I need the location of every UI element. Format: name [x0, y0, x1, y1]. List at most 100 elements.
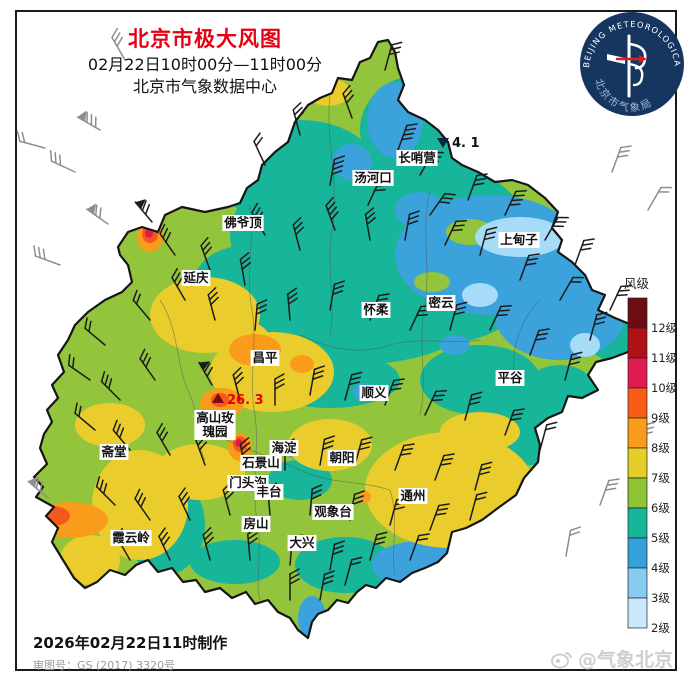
wind-barb-icon	[156, 422, 171, 456]
station-label: 霞云岭	[112, 530, 150, 545]
wind-barb-icon	[74, 402, 96, 431]
wind-barb-icon	[200, 237, 213, 271]
wind-barb-icon	[139, 348, 156, 381]
wind-region-yellow	[365, 432, 535, 548]
wind-barb-icon	[27, 476, 49, 499]
wind-barb-icon	[647, 186, 673, 211]
wind-region-blue	[372, 541, 468, 589]
wind-barb-icon	[344, 556, 363, 586]
station-label: 延庆	[182, 270, 209, 285]
wind-barb-icon	[479, 226, 498, 256]
wind-barb-icon	[289, 568, 300, 601]
wind-barb-icon	[329, 540, 345, 571]
wind-barb-icon	[16, 130, 46, 149]
wind-barb-icon	[559, 276, 585, 301]
wind-region-yellow	[60, 535, 120, 585]
legend-swatch	[627, 597, 648, 629]
wind-barb-icon	[292, 101, 305, 136]
wind-barb-icon	[286, 287, 298, 321]
station-label: 房山	[243, 516, 268, 531]
station-label-bg	[99, 444, 129, 460]
wind-barb-icon	[504, 189, 528, 216]
station-label-bg	[398, 488, 428, 504]
approval-number: 审图号：GS (2017) 3320号	[33, 659, 176, 672]
wind-region-orange	[34, 502, 108, 538]
legend-label: 9级	[651, 411, 670, 425]
station-label-bg	[287, 535, 317, 551]
wind-level-regions	[34, 40, 638, 638]
wind-barb-icon	[95, 475, 116, 506]
wind-region-blue	[440, 335, 470, 355]
wind-barb-icon	[292, 216, 305, 251]
wind-barb-icon	[397, 123, 418, 151]
wind-barb-icon	[369, 531, 388, 561]
wind-barb-icon	[84, 317, 106, 346]
station-label: 长哨营	[398, 150, 436, 165]
beijing-meteorological-service-logo: BEIJING METEOROLOGICAL SERVICE 北京市气象局	[577, 8, 684, 116]
wind-barb-icon	[132, 289, 151, 321]
station-label: 观象台	[314, 504, 352, 519]
station-label: 石景山	[241, 455, 280, 470]
wind-barb-icon	[409, 533, 430, 561]
legend-swatch	[627, 567, 648, 599]
station-label: 顺义	[361, 385, 387, 400]
district-boundary-line	[389, 489, 396, 576]
station-label: 汤河口	[354, 170, 392, 185]
wind-barb-icon	[76, 110, 101, 131]
wind-barb-icon	[611, 145, 632, 173]
legend-label: 12级	[651, 321, 678, 335]
wind-region-teal	[190, 540, 280, 584]
station-label-bg	[222, 215, 264, 231]
wind-barb-icon	[158, 527, 171, 561]
wind-region-teal	[420, 345, 540, 415]
wind-region-green	[414, 272, 450, 292]
wind-barb-icon	[159, 223, 176, 256]
legend-swatch	[627, 507, 648, 539]
wind-barb-icon	[171, 267, 186, 301]
wind-barb-icon	[325, 197, 339, 231]
station-label-bg	[352, 170, 394, 186]
map-border-frame	[15, 10, 677, 671]
wind-barb-icon	[467, 173, 488, 201]
station-label: 佛爷顶	[223, 215, 262, 230]
wind-barb-icon	[344, 371, 363, 401]
beijing-boundary	[32, 38, 640, 640]
district-boundary-line	[299, 334, 481, 351]
wind-region-yellow	[75, 403, 145, 447]
wind-level-legend: 风级 12级 11级 10级 9级 8级 7级 6级 5级 4级 3级 2级	[624, 276, 678, 635]
station-label: 瑰园	[202, 424, 227, 439]
wind-region-orange	[359, 491, 371, 503]
wind-barb-icon	[232, 366, 245, 401]
wind-barb-icon	[329, 155, 345, 186]
legend-label: 11级	[651, 351, 678, 365]
wind-barb-icon	[239, 252, 251, 286]
station-label-bg	[240, 455, 282, 471]
wind-barb-icon	[254, 299, 268, 331]
station-label-bg	[250, 350, 280, 366]
wind-barb-icon	[67, 354, 91, 381]
legend-label: 3级	[651, 591, 670, 605]
wind-barb-icon	[342, 85, 355, 119]
wind-barb-icon	[198, 361, 214, 386]
extreme-value-text: 26. 3	[227, 393, 264, 408]
legend-label: 10级	[651, 381, 678, 395]
wind-barb-icon	[253, 132, 266, 166]
wind-barb-icon	[274, 373, 285, 406]
station-label: 通州	[400, 488, 425, 503]
station-label: 朝阳	[329, 450, 354, 465]
wind-barb-icon	[100, 370, 121, 401]
station-label-bg	[312, 504, 354, 520]
legend-swatch	[627, 387, 648, 419]
wind-barb-icon	[429, 503, 450, 531]
station-label-bg	[359, 385, 389, 401]
wind-barb-icon	[404, 210, 420, 241]
wind-barb-icon	[599, 478, 620, 506]
station-label: 高山玫	[196, 410, 234, 425]
station-label-bg	[327, 450, 357, 466]
station-label: 斋堂	[100, 444, 126, 459]
station-label-bg	[110, 530, 152, 546]
station-label-bg	[254, 484, 284, 500]
wind-barb-icon	[134, 488, 151, 521]
wind-barb-icon	[469, 491, 488, 521]
